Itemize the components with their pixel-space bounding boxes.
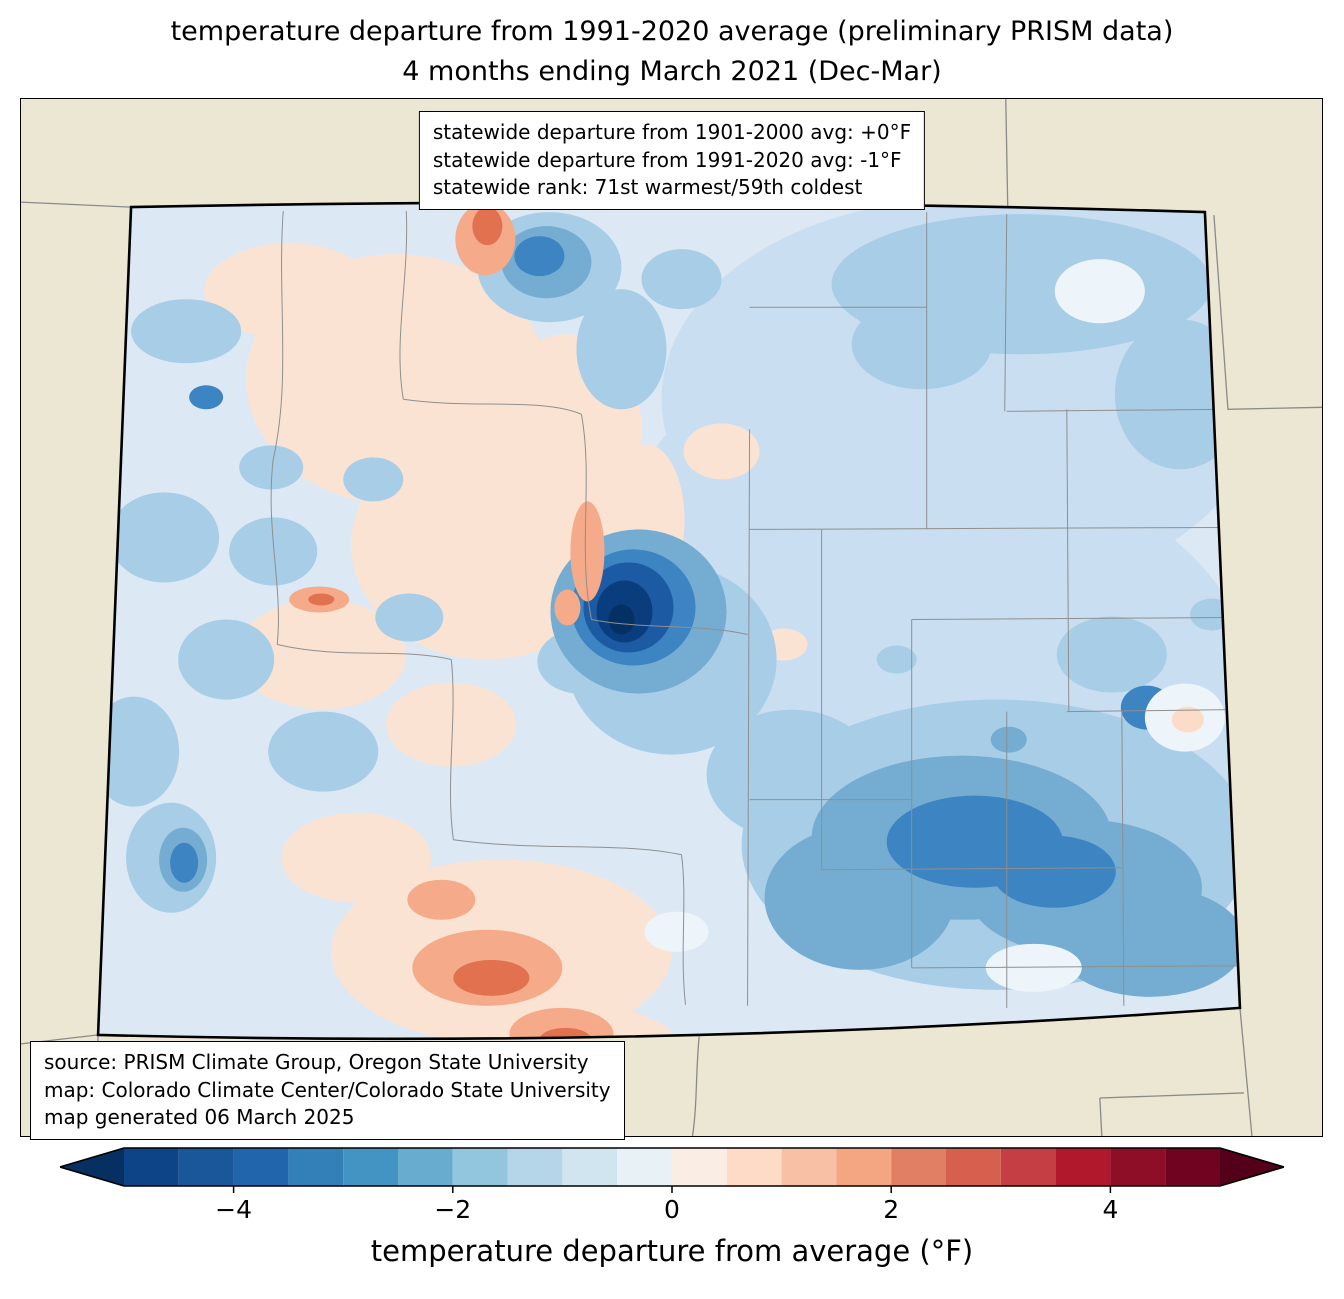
- coldest-anomaly-core: [583, 562, 674, 653]
- colorbar-segment: [672, 1148, 727, 1186]
- colorbar-segment: [507, 1148, 563, 1186]
- colorbar-segment: [562, 1148, 618, 1186]
- map-frame: [20, 98, 1323, 1137]
- colorbar-segment: [343, 1148, 398, 1186]
- warm-spot-east: [1171, 706, 1204, 733]
- colorbar-segment: [946, 1148, 1001, 1186]
- stats-line-2: statewide departure from 1991-2020 avg: …: [432, 147, 902, 172]
- county-borders: [270, 211, 1240, 1008]
- stats-line-1: statewide departure from 1901-2000 avg: …: [432, 120, 912, 144]
- source-line-2: map: Colorado Climate Center/Colorado St…: [44, 1077, 611, 1102]
- colorbar-segment: [836, 1148, 892, 1186]
- colorbar-segment: [288, 1148, 344, 1186]
- colorbar-segment: [452, 1148, 508, 1186]
- colorbar: −4 −2 0 2 4: [57, 1146, 1287, 1226]
- colorbar-axis-label: temperature departure from average (°F): [370, 1234, 974, 1268]
- warmest-core-blobs: [308, 207, 592, 1039]
- figure-title-line2: 4 months ending March 2021 (Dec-Mar): [402, 56, 942, 87]
- source-line-1: source: PRISM Climate Group, Oregon Stat…: [44, 1050, 589, 1074]
- colorbar-tick-labels: −4 −2 0 2 4: [215, 1195, 1118, 1224]
- stats-line-3: statewide rank: 71st warmest/59th coldes…: [432, 175, 863, 200]
- colorbar-segment: [891, 1148, 946, 1186]
- figure-title-line1: temperature departure from 1991-2020 ave…: [170, 16, 1174, 47]
- colorbar-segment: [124, 1148, 179, 1186]
- source-attribution-box: source: PRISM Climate Group, Oregon Stat…: [30, 1041, 625, 1140]
- statewide-stats-box: statewide departure from 1901-2000 avg: …: [418, 111, 926, 210]
- colorado-anomaly-map: [21, 99, 1322, 1136]
- colorbar-segment: [617, 1148, 672, 1186]
- warm-anomaly-blobs: [204, 243, 808, 1039]
- colorbar-segment: [178, 1148, 234, 1186]
- near-zero-spots: [644, 259, 1225, 992]
- colorbar-segment: [398, 1148, 453, 1186]
- neighbor-state-borders: [21, 99, 1322, 1136]
- tick-label: −2: [434, 1195, 471, 1224]
- colorbar-segment: [1055, 1148, 1111, 1186]
- source-line-3: map generated 06 March 2025: [44, 1105, 355, 1130]
- temperature-field: [98, 202, 1240, 1039]
- colorbar-segment: [726, 1148, 782, 1186]
- colorbar-over-arrow: [1220, 1148, 1284, 1186]
- tick-label: 0: [664, 1195, 680, 1224]
- colorbar-ticks: [232, 1186, 1112, 1193]
- colorbar-outline: [57, 1147, 1287, 1187]
- tick-label: −4: [215, 1195, 252, 1224]
- colorbar-segment: [781, 1148, 837, 1186]
- colorbar-segment: [1000, 1148, 1056, 1186]
- colorbar-segment: [233, 1148, 289, 1186]
- colorbar-segment: [1110, 1148, 1166, 1186]
- tick-label: 2: [883, 1195, 899, 1224]
- colorbar-under-arrow: [60, 1148, 124, 1186]
- colorbar-segment: [1165, 1148, 1220, 1186]
- tick-label: 4: [1102, 1195, 1118, 1224]
- colorbar-segments: [124, 1148, 1220, 1186]
